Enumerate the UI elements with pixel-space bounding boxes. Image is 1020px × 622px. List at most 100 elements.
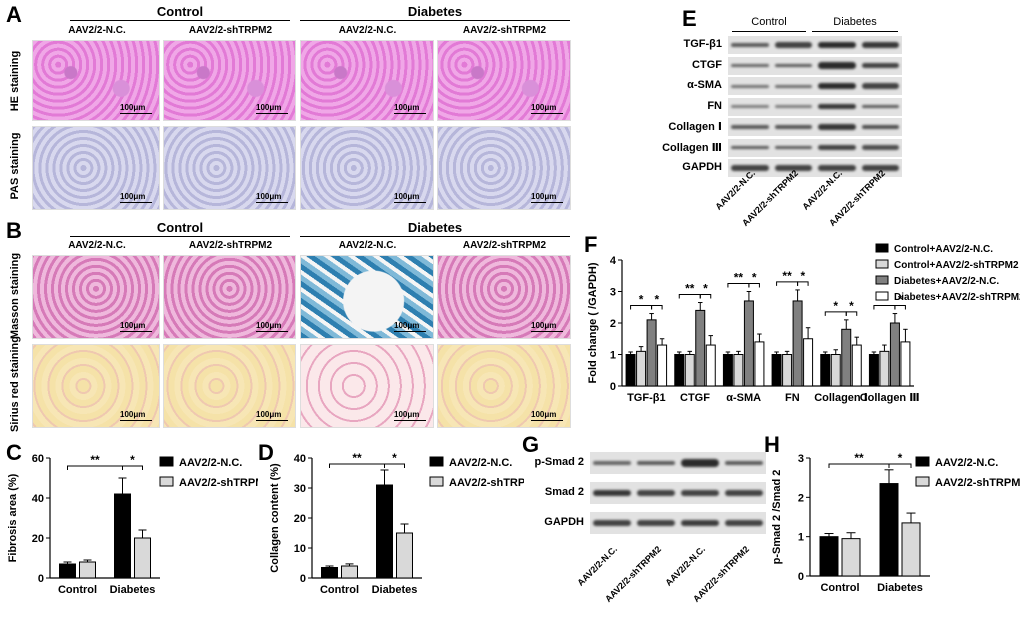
blot-e-band-3-2 [774, 84, 812, 88]
blot-g-band-1-4 [725, 460, 763, 466]
chart-d-y-tick-label-0: 0 [300, 573, 306, 585]
chart-h-legend-label-2: AAV2/2-shTRPM2 [935, 477, 1020, 489]
chart-d-bar-1-1 [321, 567, 338, 579]
masson-scale-bar-4 [531, 331, 563, 332]
blot-e-band-4-1 [731, 105, 769, 108]
blot-e-lane-label-3: AAV2/2-N.C. [800, 168, 844, 212]
blot-e-blot-strip-2 [728, 56, 902, 75]
chart-f-sig-a-1-sig: * [639, 293, 644, 307]
masson-scale-bar-2 [256, 331, 288, 332]
chart-d-bar-1-2 [341, 565, 358, 579]
chart-f-bar-4-3 [792, 300, 803, 387]
masson-scale-bar-1 [120, 331, 152, 332]
chart-h-legend-swatch-1 [915, 456, 930, 467]
chart-f-legend-label-1: Control+AAV2/2-N.C. [894, 244, 993, 255]
he-scale-bar-4 [531, 113, 563, 114]
blot-e-band-3-3 [818, 82, 856, 90]
chart-c-bar-2-2 [134, 537, 151, 579]
blot-g-band-2-1 [593, 489, 631, 497]
chart-f-y-tick-label-1: 1 [610, 350, 616, 362]
blot-g-band-3-1 [593, 519, 631, 527]
chart-h-bar-2-2 [901, 522, 921, 577]
chart-f-sig-b-6-bracket [894, 305, 906, 310]
pas-scale-label-1: 100μm [120, 192, 146, 201]
chart-h-x-tick-label-2: Diabetes [877, 582, 923, 594]
chart-fold-change: 0 1 2 3 4 Fold change ( /GAPDH) TGF-β1 CTGF α-SM… [587, 243, 1020, 404]
chart-d-x-tick-label-2: Diabetes [372, 584, 418, 596]
chart-f-bar-5-1 [820, 354, 831, 387]
chart-c-sig-2-bracket [122, 465, 143, 470]
chart-d-sig-2-bracket [384, 463, 405, 468]
blot-g-band-2-3 [681, 489, 719, 497]
blot-e-band-7-2 [774, 165, 812, 171]
chart-h-sig-1-sig: ** [854, 451, 864, 465]
chart-f-legend-label-2: Control+AAV2/2-shTRPM2 [894, 260, 1019, 271]
chart-f-x-tick-label-5: Collagen Ⅰ [814, 392, 868, 404]
chart-c-y-tick-label-2: 40 [32, 493, 44, 505]
chart-f-x-tick-label-1: TGF-β1 [627, 392, 666, 404]
blot-g-protein-label-1: p-Smad 2 [534, 456, 584, 468]
chart-c-legend-label-1: AAV2/2-N.C. [179, 457, 242, 469]
chart-f-bar-6-3 [889, 322, 900, 387]
blot-e-blot-strip-4 [728, 97, 902, 116]
chart-d-legend-label-2: AAV2/2-shTRPM2 [449, 477, 524, 489]
blot-g-lane-label-4: AAV2/2-shTRPM2 [691, 544, 752, 605]
masson-scale-label-1: 100μm [120, 321, 146, 330]
blot-e-band-1-3 [818, 41, 856, 49]
chart-f-bar-3-3 [743, 300, 754, 387]
chart-f-bar-3-2 [733, 354, 744, 387]
chart-d-sig-1-sig: ** [352, 451, 362, 465]
masson-micrograph-2 [163, 255, 296, 339]
blot-e-band-2-2 [774, 63, 812, 68]
chart-f-sig-a-2-sig: ** [685, 282, 695, 296]
masson-scale-bar-3 [394, 331, 426, 332]
chart-d-y-tick-label-2: 20 [294, 513, 306, 525]
blot-e-blot-strip-6 [728, 138, 902, 157]
chart-f-x-tick-label-2: CTGF [680, 392, 710, 404]
blot-g-band-2-2 [637, 489, 675, 497]
chart-f-bar-1-3 [646, 319, 657, 387]
sirius-micrograph-4 [437, 344, 571, 428]
chart-f-legend-swatch-2 [875, 259, 889, 269]
blot-g-blot-strip-1 [590, 452, 766, 474]
blot-e-group-line-control [732, 31, 806, 32]
blot-e-protein-label-7: GAPDH [682, 161, 722, 173]
blot-e-band-5-2 [774, 124, 812, 130]
sirius-micrograph-2 [163, 344, 296, 428]
blot-e-band-4-3 [818, 103, 856, 110]
blot-e-lane-label-4: AAV2/2-shTRPM2 [827, 168, 888, 229]
group-label-diabetes-a: Diabetes [407, 4, 463, 19]
chart-h-legend-label-1: AAV2/2-N.C. [935, 457, 998, 469]
chart-c-y-tick-label-0: 0 [38, 573, 44, 585]
blot-e-band-5-4 [861, 124, 899, 130]
blot-e-band-6-1 [731, 145, 769, 150]
chart-f-y-tick-label-0: 0 [610, 381, 616, 393]
column-label-a-3: AAV2/2-N.C. [338, 25, 397, 36]
blot-g-band-1-1 [593, 461, 631, 465]
blot-e-band-7-4 [861, 165, 899, 171]
chart-d-x-tick-label-1: Control [320, 584, 359, 596]
blot-g-band-3-3 [681, 519, 719, 527]
chart-f-x-tick-label-4: FN [785, 392, 800, 404]
chart-d-sig-2-sig: * [392, 451, 397, 465]
blot-e-band-7-3 [818, 165, 856, 171]
chart-f-bar-3-1 [722, 354, 733, 387]
column-label-a-4: AAV2/2-shTRPM2 [462, 25, 547, 36]
pas-scale-label-3: 100μm [394, 192, 420, 201]
chart-collagen-content: 0 10 20 30 40 Collagen content (%) Control Diab… [269, 451, 524, 596]
chart-f-bar-5-2 [830, 354, 841, 387]
he-micrograph-4 [437, 40, 571, 121]
blot-e-blot-strip-1 [728, 36, 902, 54]
group-line-diabetes-b [300, 236, 570, 237]
chart-d-y-tick-label-4: 40 [294, 453, 306, 465]
he-scale-label-3: 100μm [394, 103, 420, 112]
blot-g-blot-strip-3 [590, 512, 766, 534]
row-label-he: HE staining [9, 50, 21, 112]
blot-e-lane-label-2: AAV2/2-shTRPM2 [740, 168, 801, 229]
chart-c-legend-swatch-2 [159, 476, 174, 487]
chart-h-bar-2-1 [879, 483, 899, 577]
chart-f-bar-5-4 [851, 344, 862, 387]
blot-g-band-1-3 [681, 459, 719, 467]
blot-e-band-6-4 [861, 145, 899, 150]
